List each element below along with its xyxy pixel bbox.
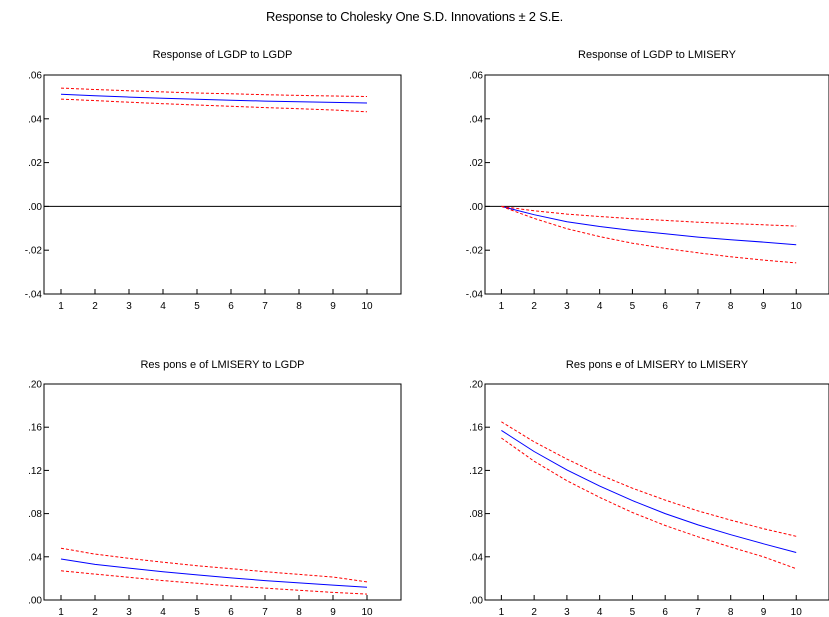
panel-4-xtick-label: 7 xyxy=(695,607,701,617)
panel-2-xtick-label: 2 xyxy=(531,301,537,312)
panel-4-xtick-label: 6 xyxy=(662,607,668,617)
panel-3-xtick-label: 10 xyxy=(361,607,373,617)
panel-4-xtick-label: 10 xyxy=(791,607,803,617)
panel-3-frame xyxy=(43,383,402,601)
panel-2-xtick-label: 5 xyxy=(630,301,636,312)
panel-1-response-line xyxy=(60,93,368,104)
panel-1-title: Response of LGDP to LGDP xyxy=(153,49,293,61)
panel-1-xtick-label: 2 xyxy=(92,301,98,312)
panel-4-ytick-label: .08 xyxy=(469,509,483,520)
panel-2-xtick-label: 10 xyxy=(791,301,803,312)
panel-2-ytick-label: .00 xyxy=(469,202,483,213)
panel-1-upper-line xyxy=(60,87,368,97)
panel-4-ytick-label: .16 xyxy=(469,423,483,434)
panel-4-xtick-label: 4 xyxy=(597,607,603,617)
panel-3-xtick-label: 7 xyxy=(262,607,268,617)
panel-4-ytick-label: .04 xyxy=(469,552,483,563)
panel-4-title: Res pons e of LMISERY to LMISERY xyxy=(566,359,749,371)
panel-4-xtick-label: 9 xyxy=(761,607,767,617)
panel-3-xtick-label: 9 xyxy=(330,607,336,617)
panel-2-xtick-label: 7 xyxy=(695,301,701,312)
panel-3-ytick-label: .00 xyxy=(28,596,42,607)
panel-1-xtick-label: 4 xyxy=(160,301,166,312)
panel-4-xtick-label: 1 xyxy=(499,607,505,617)
panel-2-title: Response of LGDP to LMISERY xyxy=(578,49,737,61)
panel-2-response-line xyxy=(501,205,797,246)
panel-3-xtick-label: 5 xyxy=(194,607,200,617)
panel-2-xtick-label: 8 xyxy=(728,301,734,312)
panel-4-xtick-label: 8 xyxy=(728,607,734,617)
panel-1-xtick-label: 1 xyxy=(58,301,64,312)
panel-3-ytick-label: .12 xyxy=(28,466,42,477)
panel-3-ytick-label: .08 xyxy=(28,509,42,520)
panel-2-xtick-label: 9 xyxy=(761,301,767,312)
panel-4-lower-line xyxy=(501,437,797,570)
figure-title: Response to Cholesky One S.D. Innovation… xyxy=(265,9,564,24)
panel-1-xtick-label: 9 xyxy=(330,301,336,312)
panel-3-lower-line xyxy=(60,570,368,595)
panel-4-ytick-label: .12 xyxy=(469,466,483,477)
panel-4-response-line xyxy=(501,429,797,553)
panel-4-upper-line xyxy=(501,421,797,537)
panel-3-ytick-label: .20 xyxy=(28,380,42,391)
panel-1-xtick-label: 6 xyxy=(228,301,234,312)
panel-1-ytick-label: .06 xyxy=(28,71,42,82)
panel-3-response-line xyxy=(60,558,368,588)
panel-2-xtick-label: 6 xyxy=(662,301,668,312)
panel-4-frame xyxy=(484,383,829,601)
panel-1-xtick-label: 3 xyxy=(126,301,132,312)
panel-1-ytick-label: .02 xyxy=(28,158,42,169)
panel-3-xtick-label: 8 xyxy=(296,607,302,617)
panel-3-xtick-label: 1 xyxy=(58,607,64,617)
panel-3-xtick-label: 4 xyxy=(160,607,166,617)
panel-2-ytick-label: -.02 xyxy=(466,246,484,257)
panel-1-ytick-label: .04 xyxy=(28,114,42,125)
panel-2-ytick-label: -.04 xyxy=(466,290,484,301)
panel-1-xtick-label: 8 xyxy=(296,301,302,312)
panel-1-ytick-label: -.02 xyxy=(25,246,43,257)
panel-3-xtick-label: 6 xyxy=(228,607,234,617)
panel-3-upper-line xyxy=(60,547,368,583)
panel-4-ytick-label: .20 xyxy=(469,380,483,391)
panel-3-xtick-label: 2 xyxy=(92,607,98,617)
panel-1-xtick-label: 7 xyxy=(262,301,268,312)
panel-4-xtick-label: 5 xyxy=(630,607,636,617)
panel-2-frame xyxy=(484,74,829,295)
panel-2-ytick-label: .06 xyxy=(469,71,483,82)
panel-1-xtick-label: 10 xyxy=(361,301,373,312)
panel-1-frame xyxy=(43,74,402,295)
panel-3-ytick-label: .16 xyxy=(28,423,42,434)
panel-2-xtick-label: 4 xyxy=(597,301,603,312)
panel-1-ytick-label: .00 xyxy=(28,202,42,213)
panel-2-xtick-label: 1 xyxy=(499,301,505,312)
panel-4-xtick-label: 2 xyxy=(531,607,537,617)
panel-3-title: Res pons e of LMISERY to LGDP xyxy=(140,359,304,371)
panel-2-lower-line xyxy=(501,205,797,264)
panel-2-ytick-label: .02 xyxy=(469,158,483,169)
panel-2-xtick-label: 3 xyxy=(564,301,570,312)
panel-1-lower-line xyxy=(60,98,368,113)
panel-3-xtick-label: 3 xyxy=(126,607,132,617)
panel-2-upper-line xyxy=(501,205,797,227)
panel-1-ytick-label: -.04 xyxy=(25,290,43,301)
panel-1-xtick-label: 5 xyxy=(194,301,200,312)
panel-2-ytick-label: .04 xyxy=(469,114,483,125)
panel-4-ytick-label: .00 xyxy=(469,596,483,607)
panel-4-xtick-label: 3 xyxy=(564,607,570,617)
panel-3-ytick-label: .04 xyxy=(28,552,42,563)
